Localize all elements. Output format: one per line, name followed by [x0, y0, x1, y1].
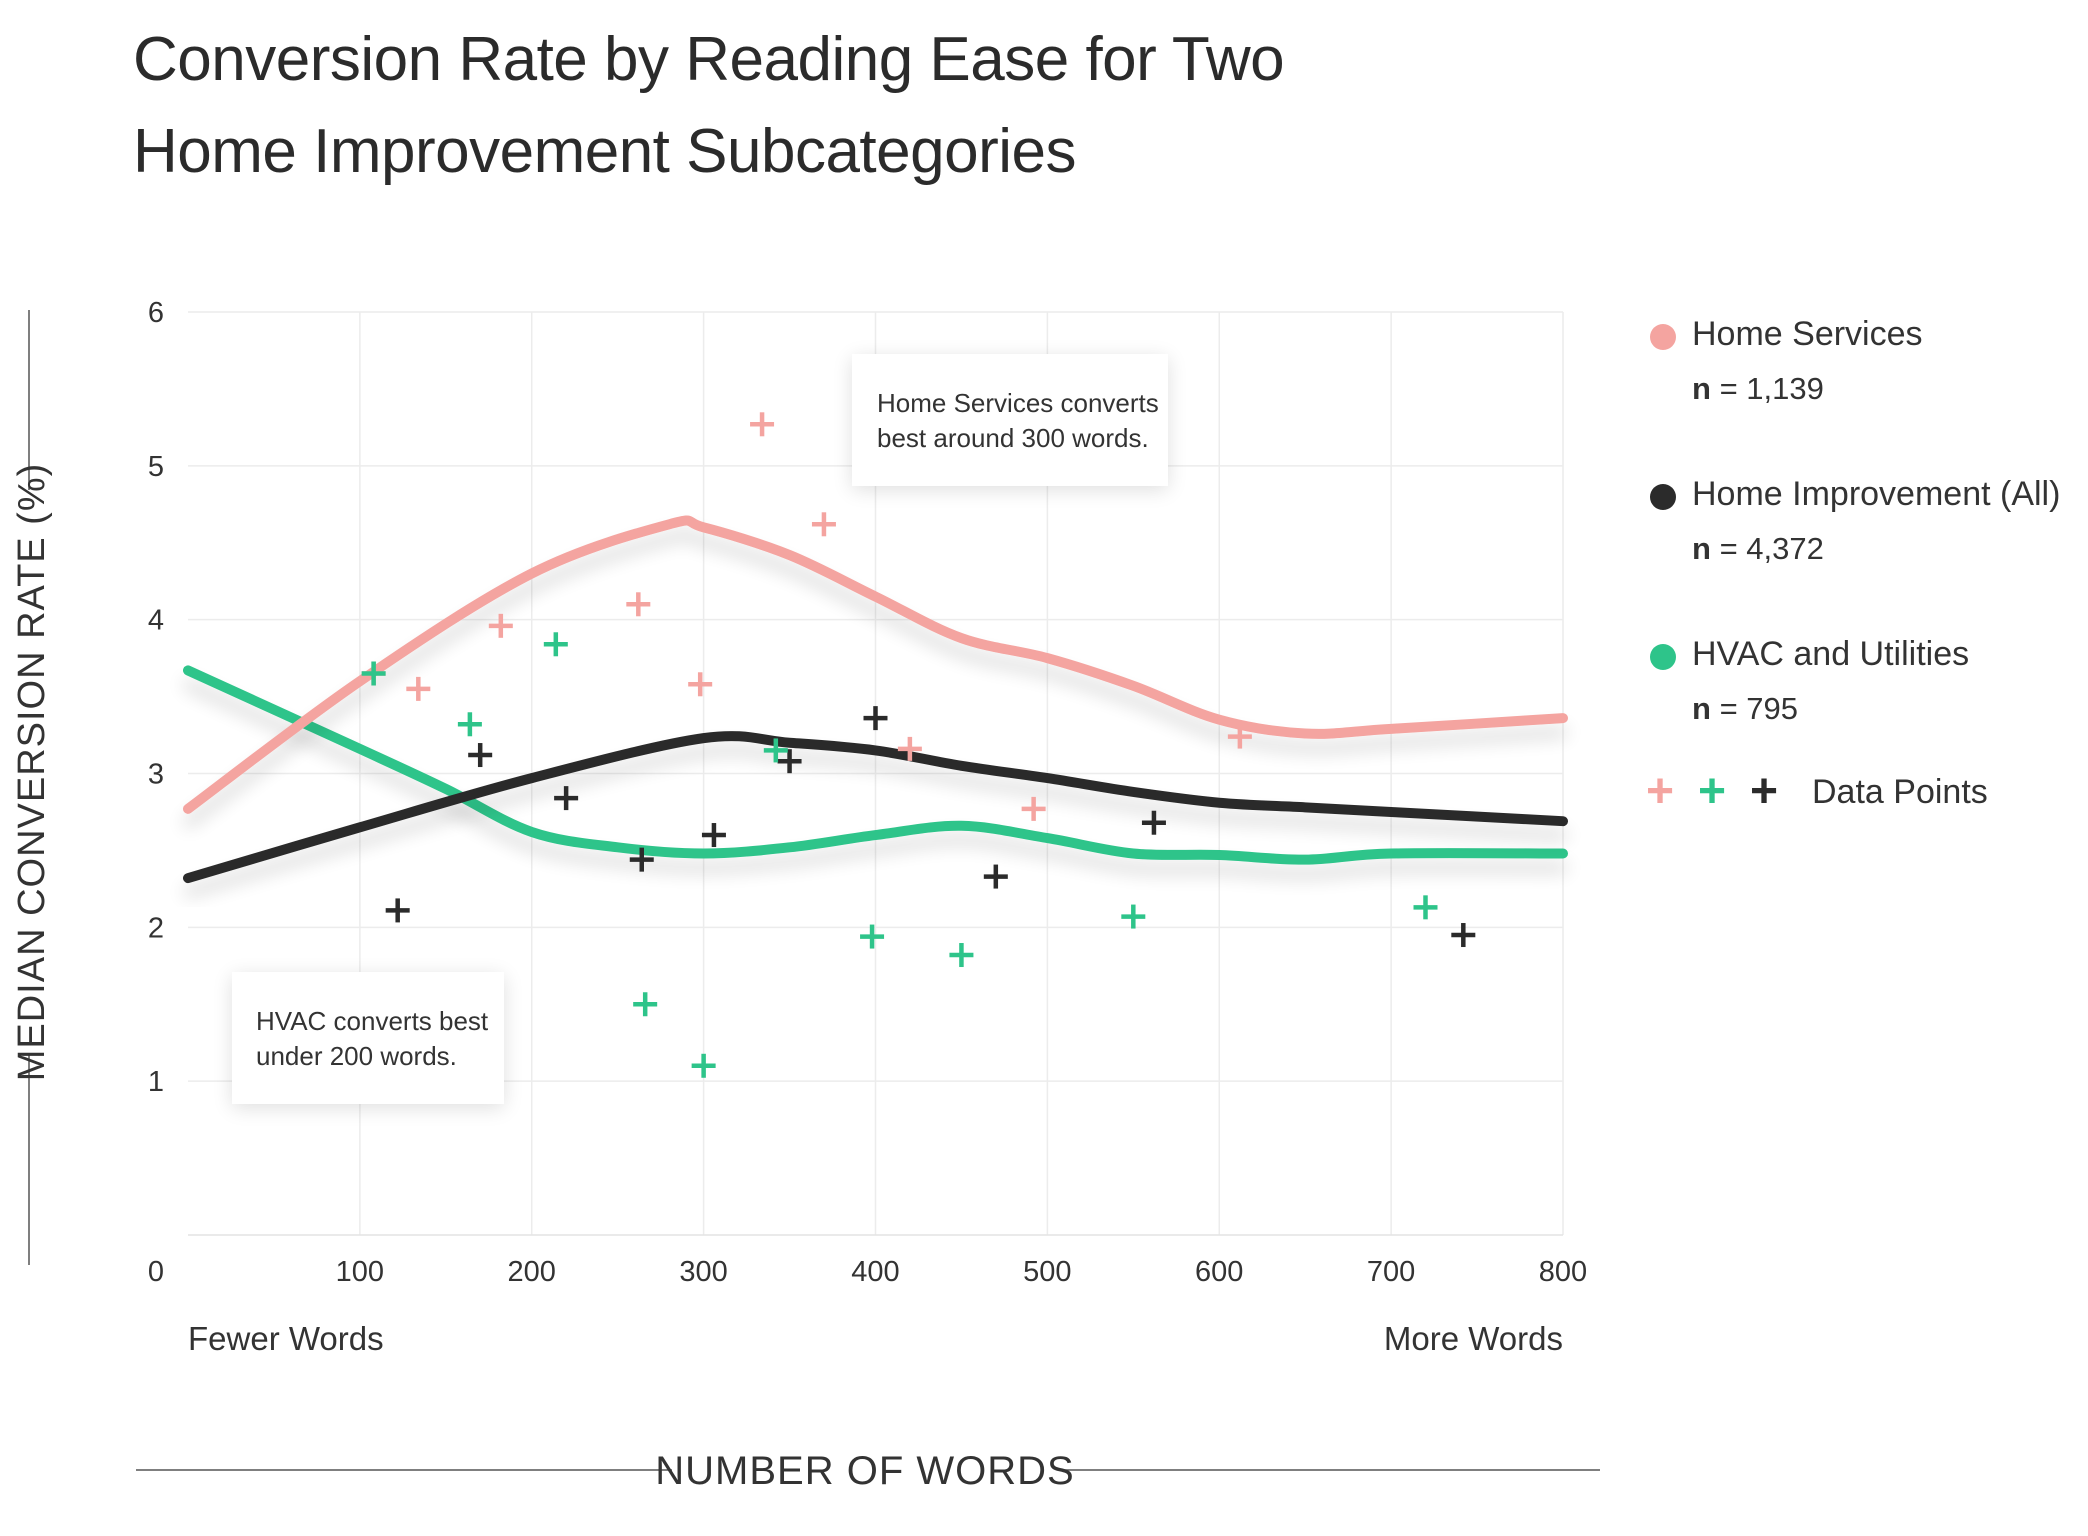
data-points — [361, 412, 1476, 1078]
y-tick-label: 4 — [148, 605, 164, 637]
data-point-home-services — [626, 592, 651, 617]
series-line-hvac-and-utilities — [183, 665, 1568, 865]
chart-title: Conversion Rate by Reading Ease for Two … — [133, 14, 1433, 198]
annotation-text: best around 300 words. — [877, 423, 1149, 453]
legend-item-data-points: + + + Data Points — [1646, 765, 2080, 818]
data-point-home-services — [1021, 796, 1046, 821]
legend-count: n = 795 — [1692, 691, 1799, 726]
data-point-home-services — [897, 736, 922, 761]
legend-label: Home Services — [1692, 315, 1923, 353]
data-point-home-improvement-all — [385, 898, 410, 923]
x-tick-label: 200 — [508, 1256, 556, 1288]
x-tick-label: 600 — [1195, 1256, 1243, 1288]
y-tick-label: 2 — [148, 912, 164, 944]
x-tick-label: 400 — [851, 1256, 899, 1288]
data-point-hvac-and-utilities — [949, 943, 974, 968]
annotation-box: Home Services converts best around 300 wo… — [852, 354, 1168, 486]
x-tick-label: 0 — [148, 1256, 164, 1288]
legend: Home Services n = 1,139 Home Improvement… — [1646, 310, 2080, 818]
annotation-background — [852, 354, 1168, 486]
y-tick-label: 6 — [148, 297, 164, 329]
annotation-text: HVAC converts best — [256, 1006, 489, 1036]
chart-title-line-1: Conversion Rate by Reading Ease for Two — [133, 25, 1285, 94]
legend-item-home-improvement: Home Improvement (All) n = 4,372 — [1650, 470, 2080, 630]
legend-item-home-services: Home Services n = 1,139 — [1650, 310, 2080, 470]
data-point-hvac-and-utilities — [543, 632, 568, 657]
data-point-hvac-and-utilities — [1121, 904, 1146, 929]
series-line-home-improvement-all — [183, 731, 1568, 884]
data-point-hvac-and-utilities — [860, 924, 885, 949]
legend-item-hvac: HVAC and Utilities n = 795 — [1650, 630, 2080, 768]
legend-dot-hvac — [1650, 644, 1676, 670]
data-point-hvac-and-utilities — [361, 661, 386, 686]
x-hint-left: Fewer Words — [188, 1320, 384, 1357]
data-point-home-services — [488, 613, 513, 638]
x-tick-label: 100 — [336, 1256, 384, 1288]
legend-label: HVAC and Utilities — [1692, 635, 1970, 673]
annotation-text: Home Services converts — [877, 388, 1159, 418]
data-point-home-services — [688, 672, 713, 697]
data-point-home-improvement-all — [983, 864, 1008, 889]
series-lines — [183, 515, 1568, 884]
data-point-hvac-and-utilities — [763, 738, 788, 763]
axis-labels: 0 100 200 300 400 500 600 700 800 1 2 3 4 5 6 Fewer Wor… — [11, 297, 1600, 1493]
legend-dot-home-improvement — [1650, 484, 1676, 510]
y-axis-title: MEDIAN CONVERSION RATE (%) — [11, 463, 53, 1082]
y-tick-label: 5 — [148, 451, 164, 483]
plus-icon: + — [1750, 765, 1779, 818]
x-axis-title: NUMBER OF WORDS — [655, 1449, 1074, 1493]
x-hint-right: More Words — [1384, 1320, 1563, 1357]
data-point-home-improvement-all — [1451, 923, 1476, 948]
x-tick-label: 300 — [679, 1256, 727, 1288]
data-point-hvac-and-utilities — [691, 1053, 716, 1078]
data-point-home-improvement-all — [629, 847, 654, 872]
legend-count: n = 4,372 — [1692, 531, 1824, 566]
data-point-home-improvement-all — [863, 706, 888, 731]
data-point-hvac-and-utilities — [457, 712, 482, 737]
chart-title-line-2: Home Improvement Subcategories — [133, 117, 1077, 186]
plus-icon: + — [1646, 765, 1675, 818]
data-point-home-services — [811, 512, 836, 537]
legend-label: Data Points — [1812, 773, 1988, 811]
data-point-hvac-and-utilities — [1413, 895, 1438, 920]
data-point-home-improvement-all — [777, 749, 802, 774]
annotation-text: under 200 words. — [256, 1041, 457, 1071]
data-point-home-services — [1227, 724, 1252, 749]
series-line-home-services — [183, 515, 1568, 814]
data-point-hvac-and-utilities — [633, 992, 658, 1017]
legend-count: n = 1,139 — [1692, 371, 1824, 406]
annotations: Home Services converts best around 300 wo… — [232, 354, 1168, 1104]
x-tick-label: 500 — [1023, 1256, 1071, 1288]
data-point-home-improvement-all — [701, 823, 726, 848]
y-tick-label: 3 — [148, 759, 164, 791]
data-point-home-improvement-all — [1141, 810, 1166, 835]
x-tick-label: 700 — [1367, 1256, 1415, 1288]
data-point-home-services — [750, 412, 775, 437]
annotation-box: HVAC converts best under 200 words. — [232, 972, 504, 1104]
data-point-home-improvement-all — [468, 743, 493, 768]
legend-label: Home Improvement (All) — [1692, 475, 2061, 513]
data-point-home-services — [406, 676, 431, 701]
data-point-home-improvement-all — [554, 786, 579, 811]
legend-dot-home-services — [1650, 324, 1676, 350]
annotation-background — [232, 972, 504, 1104]
y-tick-label: 1 — [148, 1066, 164, 1098]
x-tick-label: 800 — [1539, 1256, 1587, 1288]
plus-icon: + — [1698, 765, 1727, 818]
